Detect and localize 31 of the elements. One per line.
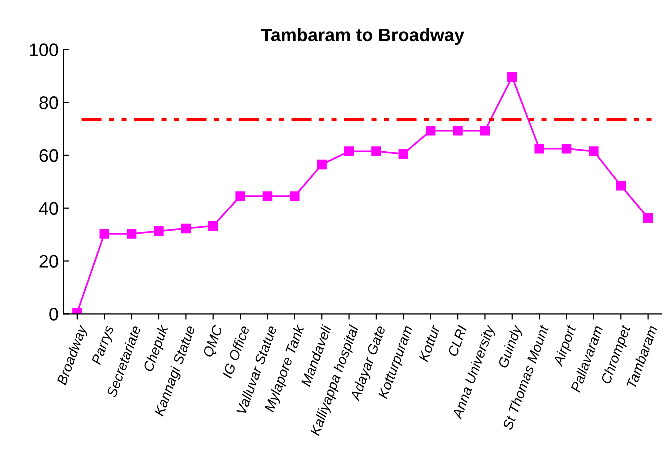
point — [398, 149, 409, 160]
y-tick-label: 40 — [39, 202, 58, 216]
y-tick-label: 0 — [50, 308, 58, 321]
point — [508, 72, 518, 82]
point — [126, 229, 137, 239]
x-tick-label: Kottur — [418, 324, 441, 362]
point — [100, 229, 110, 239]
point — [208, 221, 218, 231]
point — [534, 144, 544, 154]
point — [290, 192, 300, 202]
point — [643, 213, 654, 224]
y-tick-label: 80 — [40, 96, 58, 110]
point — [344, 146, 354, 156]
point — [426, 126, 436, 136]
chart-title: Tambaram to Broadway — [261, 28, 464, 46]
x-tick-label: CLRI — [448, 324, 468, 358]
point — [317, 160, 327, 170]
point — [480, 126, 490, 136]
point — [453, 126, 463, 136]
x-tick-label: Guindy — [498, 324, 525, 370]
point — [372, 146, 382, 156]
point — [562, 144, 572, 154]
point — [616, 181, 626, 191]
point — [181, 224, 192, 234]
point — [236, 192, 246, 202]
y-tick-label: 60 — [40, 149, 58, 162]
y-tick-label: 100 — [30, 44, 58, 56]
point — [154, 226, 164, 236]
point — [589, 146, 599, 156]
y-tick-label: 20 — [40, 255, 58, 268]
point — [262, 192, 273, 202]
